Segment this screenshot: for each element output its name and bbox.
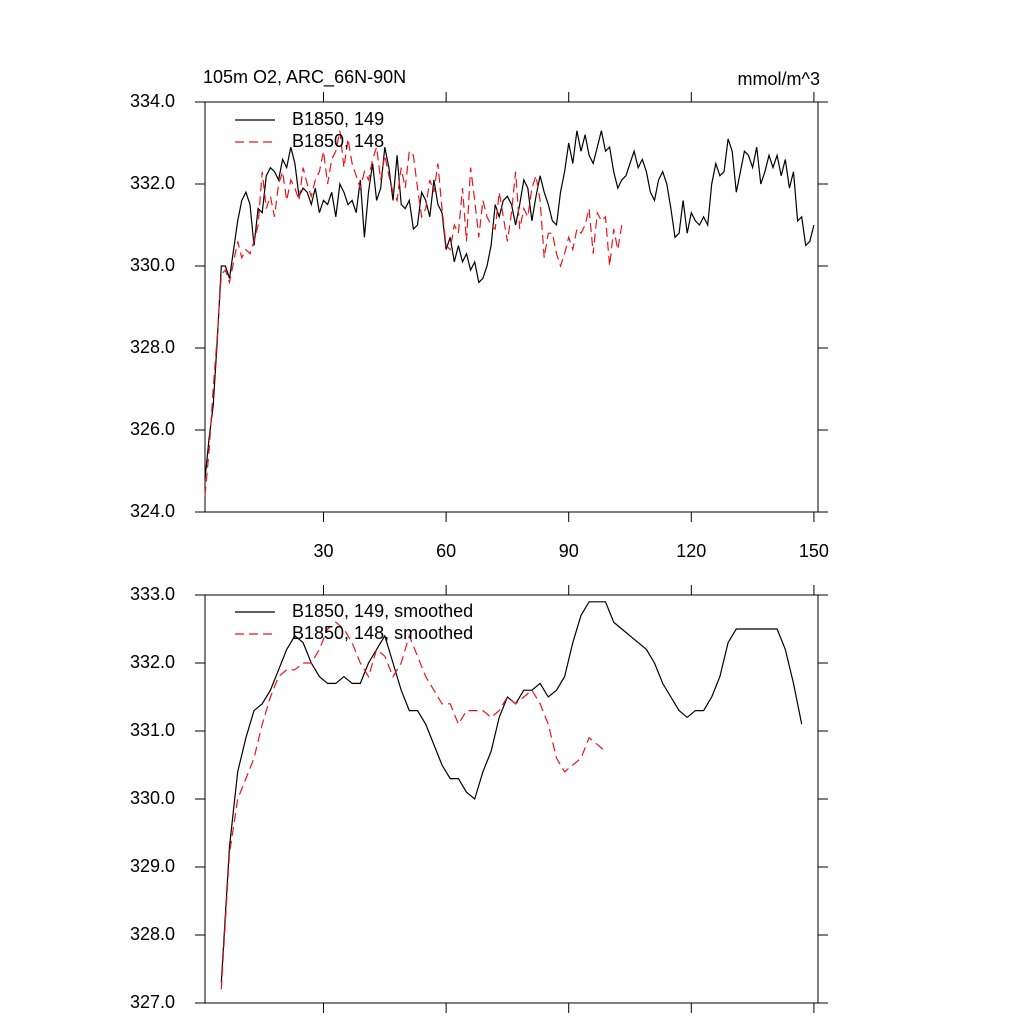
y-tick-label: 328.0 (130, 337, 175, 357)
legend-label: B1850, 148, smoothed (292, 623, 473, 643)
y-tick-label: 332.0 (130, 652, 175, 672)
plot-frame (204, 594, 819, 1004)
y-tick-label: 326.0 (130, 419, 175, 439)
series-line (204, 130, 815, 480)
legend-label: B1850, 148 (292, 131, 384, 151)
y-tick-label: 329.0 (130, 856, 175, 876)
series-line (204, 130, 623, 496)
plot-frame (204, 101, 819, 513)
y-tick-label: 334.0 (130, 91, 175, 111)
legend-label: B1850, 149, smoothed (292, 601, 473, 621)
series-line (220, 601, 803, 983)
y-tick-label: 327.0 (130, 992, 175, 1012)
x-tick-label: 30 (313, 541, 333, 561)
legend-label: B1850, 149 (292, 109, 384, 129)
y-tick-label: 328.0 (130, 924, 175, 944)
y-tick-label: 333.0 (130, 584, 175, 604)
y-tick-label: 332.0 (130, 173, 175, 193)
units-label: mmol/m^3 (738, 69, 820, 89)
x-tick-label: 60 (436, 541, 456, 561)
y-tick-label: 330.0 (130, 255, 175, 275)
x-tick-label: 150 (799, 541, 829, 561)
chart-title: 105m O2, ARC_66N-90N (203, 67, 406, 88)
y-tick-label: 331.0 (130, 720, 175, 740)
series-line (220, 621, 606, 990)
x-tick-label: 120 (676, 541, 706, 561)
x-tick-label: 90 (559, 541, 579, 561)
y-tick-label: 324.0 (130, 501, 175, 521)
y-tick-label: 330.0 (130, 788, 175, 808)
